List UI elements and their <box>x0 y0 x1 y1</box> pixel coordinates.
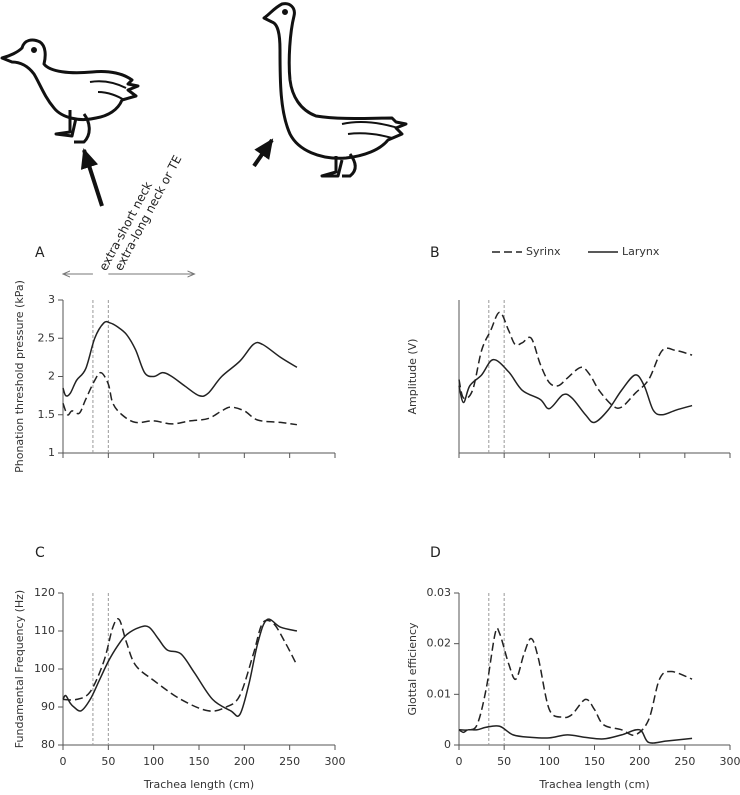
y-axis-title: Glottal efficiency <box>406 622 419 716</box>
series-line <box>62 371 298 426</box>
series-line <box>62 320 298 397</box>
legend-label: Syrinx <box>526 245 561 258</box>
y-tick-label: 0 <box>444 738 451 751</box>
y-tick-label: 100 <box>34 662 55 675</box>
x-tick-label: 0 <box>60 755 67 768</box>
y-tick-label: 120 <box>34 586 55 599</box>
panel-letter: B <box>430 245 440 261</box>
x-tick-label: 150 <box>584 755 605 768</box>
series-line <box>62 618 298 712</box>
panel-letter: C <box>35 545 45 561</box>
y-tick-label: 110 <box>34 624 55 637</box>
y-axis-title: Fundamental Frequency (Hz) <box>13 590 26 748</box>
y-tick-label: 90 <box>41 700 55 713</box>
x-tick-label: 100 <box>143 755 164 768</box>
pointer-arrow <box>80 148 104 207</box>
y-tick-label: 80 <box>41 738 55 751</box>
x-tick-label: 200 <box>234 755 255 768</box>
x-axis-title: Trachea length (cm) <box>143 778 254 791</box>
series-line <box>458 725 693 744</box>
y-tick-label: 2.5 <box>38 331 56 344</box>
y-tick-label: 1 <box>48 446 55 459</box>
y-tick-label: 1.5 <box>38 408 56 421</box>
series-line <box>62 618 298 717</box>
y-tick-label: 0.01 <box>427 687 452 700</box>
duck-illustration <box>0 38 140 144</box>
goose-illustration <box>262 2 408 178</box>
x-tick-label: 300 <box>325 755 346 768</box>
x-tick-label: 300 <box>720 755 740 768</box>
legend-label: Larynx <box>622 245 660 258</box>
y-tick-label: 0.02 <box>427 637 452 650</box>
x-tick-label: 250 <box>279 755 300 768</box>
y-axis-title: Amplitude (V) <box>406 339 419 415</box>
x-axis-title: Trachea length (cm) <box>538 778 649 791</box>
x-tick-label: 200 <box>629 755 650 768</box>
series-line <box>458 358 693 424</box>
x-tick-label: 50 <box>101 755 115 768</box>
x-tick-label: 250 <box>674 755 695 768</box>
series-line <box>458 627 693 736</box>
panel-letter: A <box>35 245 45 261</box>
y-tick-label: 2 <box>48 370 55 383</box>
x-tick-label: 0 <box>456 755 463 768</box>
x-tick-label: 100 <box>539 755 560 768</box>
y-tick-label: 0.03 <box>427 586 452 599</box>
pointer-arrow <box>252 138 274 168</box>
series-line <box>458 311 693 409</box>
x-tick-label: 50 <box>497 755 511 768</box>
panel-letter: D <box>430 545 441 561</box>
y-tick-label: 3 <box>48 293 55 306</box>
y-axis-title: Phonation threshold pressure (kPa) <box>13 280 26 473</box>
x-tick-label: 150 <box>189 755 210 768</box>
annotation: extra-long neck or TE <box>112 153 185 273</box>
